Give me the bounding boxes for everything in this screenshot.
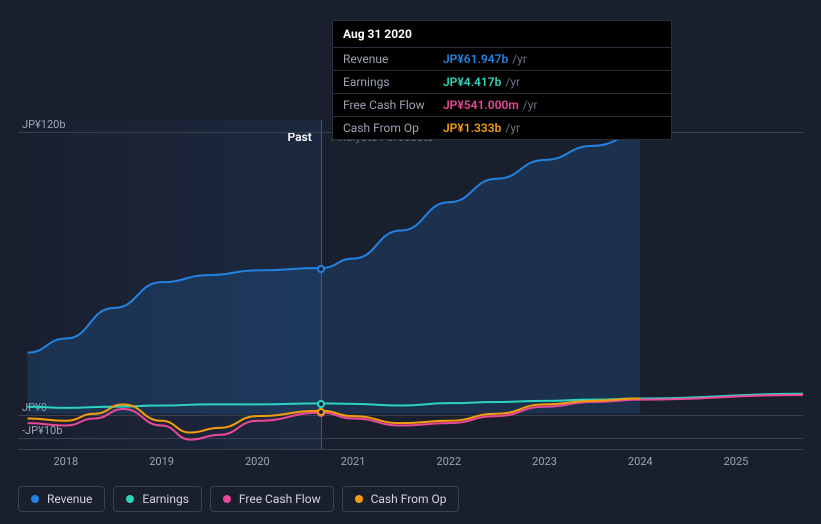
x-tick-label: 2023: [532, 455, 557, 468]
chart-plot-area[interactable]: Past Analysts Forecasts JP¥120bJP¥0-JP¥1…: [18, 120, 803, 450]
tooltip-row-value: JP¥1.333b: [443, 121, 501, 135]
x-tick-label: 2020: [245, 455, 270, 468]
tooltip-row-suffix: /yr: [512, 52, 527, 66]
chart-svg: [18, 120, 803, 449]
tooltip-row-label: Cash From Op: [343, 121, 443, 135]
tooltip-row-suffix: /yr: [505, 75, 520, 89]
legend: Revenue Earnings Free Cash Flow Cash From O…: [18, 486, 459, 512]
legend-label: Cash From Op: [371, 492, 447, 506]
marker-cfo: [317, 408, 325, 416]
legend-dot-icon: [126, 495, 134, 503]
legend-item-fcf[interactable]: Free Cash Flow: [210, 486, 334, 512]
tooltip-row-label: Free Cash Flow: [343, 98, 443, 112]
tooltip-row-value: JP¥61.947b: [443, 52, 508, 66]
tooltip-row-label: Earnings: [343, 75, 443, 89]
tooltip-row-suffix: /yr: [523, 98, 538, 112]
x-tick-label: 2018: [53, 455, 78, 468]
tooltip-row-suffix: /yr: [505, 121, 520, 135]
tooltip-date: Aug 31 2020: [333, 21, 671, 48]
x-tick-label: 2024: [628, 455, 653, 468]
marker-revenue: [317, 265, 325, 273]
legend-label: Free Cash Flow: [239, 492, 321, 506]
legend-dot-icon: [223, 495, 231, 503]
series-area-revenue: [28, 134, 641, 414]
legend-label: Earnings: [142, 492, 189, 506]
tooltip-row-label: Revenue: [343, 52, 443, 66]
legend-label: Revenue: [47, 492, 92, 506]
tooltip-row: Cash From OpJP¥1.333b/yr: [333, 117, 671, 139]
tooltip-row-value: JP¥4.417b: [443, 75, 501, 89]
tooltip-row: Free Cash FlowJP¥541.000m/yr: [333, 94, 671, 117]
x-tick-label: 2021: [341, 455, 366, 468]
legend-item-revenue[interactable]: Revenue: [18, 486, 105, 512]
legend-dot-icon: [355, 495, 363, 503]
legend-item-earnings[interactable]: Earnings: [113, 486, 202, 512]
legend-item-cfo[interactable]: Cash From Op: [342, 486, 460, 512]
tooltip-rows: RevenueJP¥61.947b/yrEarningsJP¥4.417b/yr…: [333, 48, 671, 139]
tooltip-row: RevenueJP¥61.947b/yr: [333, 48, 671, 71]
tooltip-row: EarningsJP¥4.417b/yr: [333, 71, 671, 94]
x-tick-label: 2022: [436, 455, 461, 468]
tooltip-row-value: JP¥541.000m: [443, 98, 519, 112]
legend-dot-icon: [31, 495, 39, 503]
x-tick-label: 2019: [149, 455, 174, 468]
x-tick-label: 2025: [724, 455, 749, 468]
tooltip: Aug 31 2020 RevenueJP¥61.947b/yrEarnings…: [332, 20, 672, 140]
